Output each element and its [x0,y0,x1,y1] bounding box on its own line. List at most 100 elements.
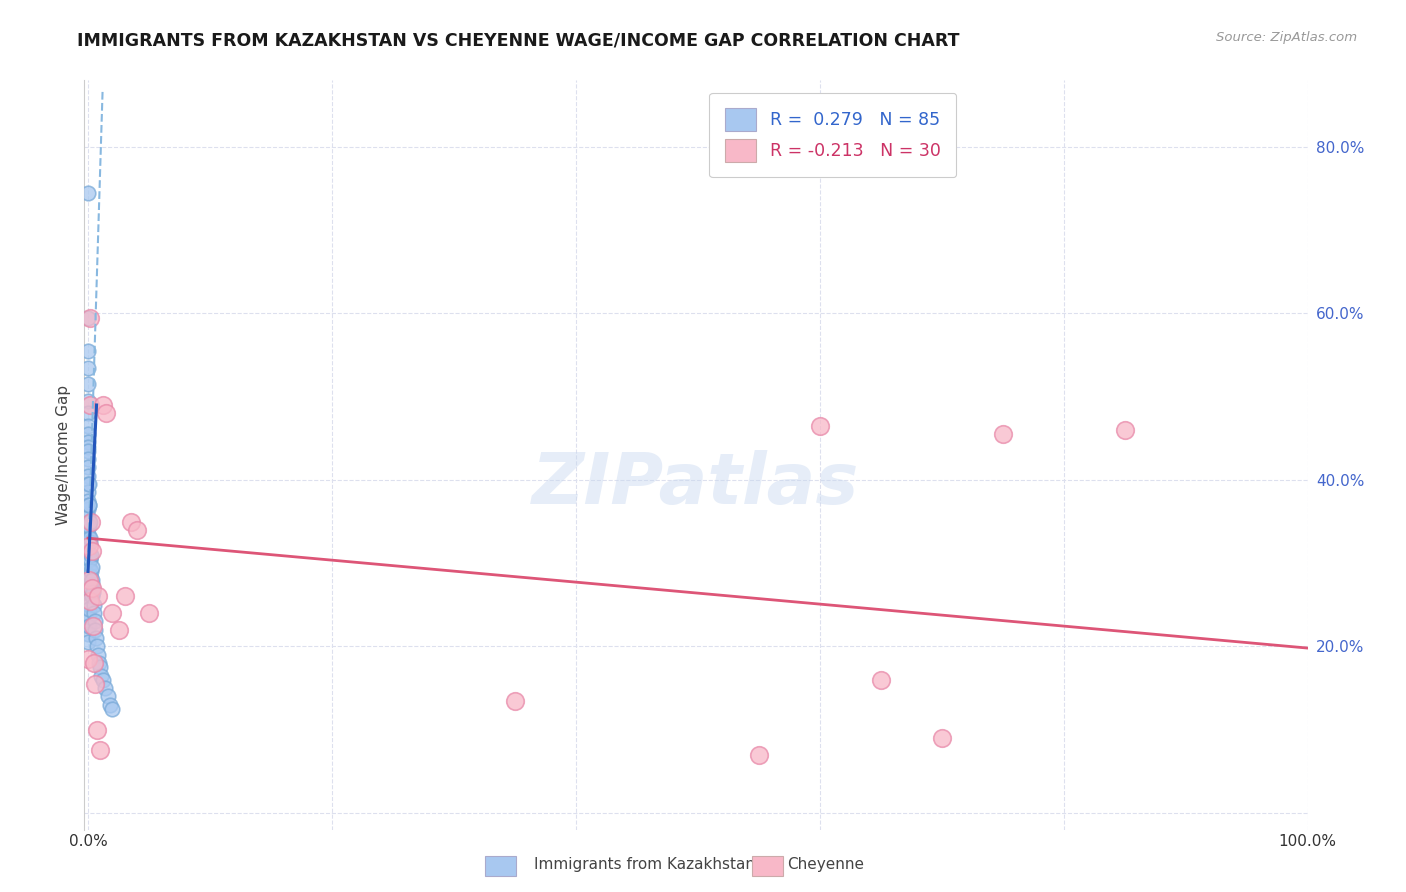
Point [114,590,136,604]
Point [869,673,891,687]
Point [77,602,100,616]
Point [80,577,103,591]
Point [84,631,107,645]
Point [77,515,100,529]
Point [107,623,129,637]
Point [86,640,108,654]
Text: Immigrants from Kazakhstan: Immigrants from Kazakhstan [534,857,755,872]
Point [77,406,100,420]
Point [79,515,101,529]
Point [77,418,100,433]
Text: IMMIGRANTS FROM KAZAKHSTAN VS CHEYENNE WAGE/INCOME GAP CORRELATION CHART: IMMIGRANTS FROM KAZAKHSTAN VS CHEYENNE W… [77,31,960,49]
Point [77,527,100,541]
Point [79,552,101,566]
Point [748,747,770,762]
Point [77,535,100,549]
Point [77,443,100,458]
Point [89,743,111,757]
Point [125,523,148,537]
Point [77,585,100,599]
Legend: R =  0.279   N = 85, R = -0.213   N = 30: R = 0.279 N = 85, R = -0.213 N = 30 [709,93,956,178]
Point [77,498,100,512]
Point [87,656,110,670]
Point [77,460,100,475]
Point [77,427,100,442]
Point [82,581,104,595]
Point [931,731,953,745]
Point [77,518,100,533]
Point [77,518,100,533]
Point [77,510,100,524]
Point [98,698,121,712]
Point [84,677,107,691]
Point [82,573,104,587]
Point [77,598,100,612]
Point [82,585,104,599]
Point [77,585,100,599]
Point [91,398,114,412]
Point [79,593,101,607]
Point [79,568,101,582]
Point [77,435,100,450]
Point [77,360,100,375]
Point [77,343,100,358]
Point [138,606,160,620]
Point [96,406,118,420]
Point [83,615,105,629]
Point [77,531,100,545]
Point [77,618,100,632]
Point [80,560,103,574]
Point [96,690,118,704]
Point [86,723,108,737]
Point [101,606,124,620]
Point [77,568,100,582]
Point [77,573,100,587]
Point [77,627,100,641]
Point [77,502,100,516]
Point [90,668,112,682]
Point [77,635,100,649]
Point [77,477,100,491]
Point [84,623,107,637]
Point [503,693,526,707]
Point [82,618,104,632]
Point [83,606,105,620]
Text: ZIPatlas: ZIPatlas [533,450,859,519]
Point [77,573,100,587]
Point [79,568,101,582]
Point [77,552,100,566]
Point [79,535,101,549]
Point [77,493,100,508]
Point [77,440,100,454]
Point [80,565,103,579]
Point [77,377,100,392]
Point [808,418,831,433]
Point [77,186,100,200]
Point [87,648,110,662]
Point [77,498,100,512]
Point [77,652,100,666]
Point [1114,423,1136,437]
Point [77,585,100,599]
Point [80,548,103,562]
Point [77,543,100,558]
Point [91,673,114,687]
Point [77,602,100,616]
Point [89,660,111,674]
Point [77,310,100,325]
Point [79,310,101,325]
Point [77,610,100,624]
Point [101,702,124,716]
Text: Cheyenne: Cheyenne [787,857,865,872]
Point [77,548,100,562]
Point [83,598,105,612]
Point [77,452,100,467]
Point [77,552,100,566]
Point [77,535,100,549]
Point [120,515,142,529]
Point [77,540,100,554]
Point [80,515,103,529]
Point [79,585,101,599]
Point [77,593,100,607]
Point [77,468,100,483]
